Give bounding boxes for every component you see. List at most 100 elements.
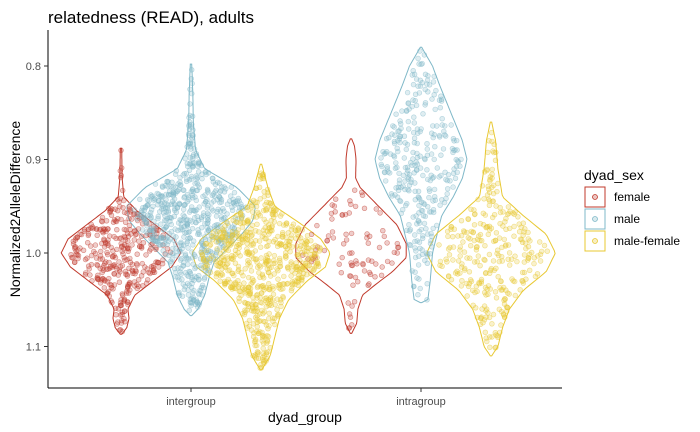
point-male-female-intergroup xyxy=(204,247,210,254)
point-male-female-intergroup xyxy=(308,238,314,244)
point-female-intergroup xyxy=(78,231,85,238)
point-male-female-intergroup xyxy=(261,216,267,223)
point-male-intragroup xyxy=(417,48,423,54)
point-male-female-intergroup xyxy=(201,264,207,270)
point-female-intergroup xyxy=(145,277,151,283)
point-male-intragroup xyxy=(403,146,409,153)
point-male-female-intergroup xyxy=(307,257,313,263)
point-male-intragroup xyxy=(421,52,428,58)
point-male-female-intergroup xyxy=(259,233,265,239)
point-male-female-intragroup xyxy=(501,314,508,321)
point-male-female-intragroup xyxy=(490,214,496,221)
point-male-female-intergroup xyxy=(234,212,240,219)
point-male-female-intergroup xyxy=(256,238,263,244)
point-male-intragroup xyxy=(426,209,433,215)
point-male-female-intragroup xyxy=(475,253,481,259)
point-female-intragroup xyxy=(349,250,355,256)
point-male-intragroup xyxy=(424,260,430,266)
point-male-female-intragroup xyxy=(458,218,465,224)
point-male-intergroup xyxy=(145,197,151,203)
point-male-intergroup xyxy=(178,217,184,224)
point-male-intergroup xyxy=(186,209,193,215)
point-male-intergroup xyxy=(182,155,188,162)
point-male-intragroup xyxy=(391,124,397,130)
point-male-intragroup xyxy=(425,73,431,79)
point-male-female-intragroup xyxy=(531,260,537,267)
point-female-intergroup xyxy=(133,268,139,275)
point-male-intergroup xyxy=(171,196,178,202)
y-tick-label: 0.9 xyxy=(26,155,41,167)
point-male-female-intergroup xyxy=(262,319,268,325)
point-male-female-intergroup xyxy=(257,176,264,182)
point-male-female-intragroup xyxy=(485,149,491,156)
point-male-female-intergroup xyxy=(266,281,272,287)
point-male-female-intergroup xyxy=(257,329,263,335)
point-female-intergroup xyxy=(101,277,108,283)
point-female-intergroup xyxy=(103,259,109,265)
point-male-intergroup xyxy=(184,176,190,182)
point-male-intragroup xyxy=(387,151,394,157)
point-male-female-intergroup xyxy=(264,355,270,362)
point-male-female-intragroup xyxy=(471,207,477,213)
point-male-female-intergroup xyxy=(230,256,236,262)
point-male-intergroup xyxy=(145,230,151,237)
point-female-intragroup xyxy=(372,274,378,280)
point-male-female-intragroup xyxy=(520,232,526,238)
point-male-intragroup xyxy=(431,73,437,80)
point-male-female-intergroup xyxy=(265,300,271,306)
point-male-female-intergroup xyxy=(259,335,266,341)
y-ticks: 0.8 0.9 1.0 1.1 xyxy=(26,61,48,354)
point-male-female-intergroup xyxy=(243,250,250,256)
point-female-intergroup xyxy=(125,233,132,240)
point-male-intergroup xyxy=(196,204,203,210)
point-female-intragroup xyxy=(329,216,335,222)
point-female-intragroup xyxy=(364,231,370,237)
point-male-female-intergroup xyxy=(284,264,291,270)
point-male-female-intergroup xyxy=(272,321,278,328)
point-male-intragroup xyxy=(415,83,421,89)
point-male-female-intragroup xyxy=(457,270,463,276)
point-male-intergroup xyxy=(152,196,158,202)
point-female-intergroup xyxy=(104,249,110,256)
point-male-intragroup xyxy=(452,175,459,182)
point-male-female-intergroup xyxy=(270,291,277,297)
point-female-intergroup xyxy=(129,242,135,248)
point-male-female-intergroup xyxy=(245,284,251,291)
point-female-intergroup xyxy=(127,259,134,265)
point-male-female-intergroup xyxy=(253,185,259,192)
point-male-female-intragroup xyxy=(485,183,491,190)
point-male-female-intragroup xyxy=(483,314,489,320)
point-male-female-intragroup xyxy=(517,287,523,293)
point-male-intergroup xyxy=(178,182,184,188)
point-male-intergroup xyxy=(166,252,172,259)
point-female-intergroup xyxy=(110,219,117,225)
point-female-intergroup xyxy=(114,321,120,327)
x-axis-title: dyad_group xyxy=(268,409,342,425)
point-male-intragroup xyxy=(387,170,393,176)
point-male-intergroup xyxy=(190,156,196,162)
point-female-intergroup xyxy=(150,264,156,271)
point-male-female-intragroup xyxy=(464,229,470,236)
point-male-intergroup xyxy=(172,206,178,212)
point-male-female-intragroup xyxy=(493,149,499,156)
point-male-female-intragroup xyxy=(481,196,487,202)
point-male-intergroup xyxy=(170,245,176,252)
point-male-intragroup xyxy=(428,172,434,179)
point-male-female-intergroup xyxy=(261,309,267,315)
point-female-intragroup xyxy=(352,203,359,210)
point-male-female-intergroup xyxy=(267,228,273,235)
point-female-intergroup xyxy=(129,261,136,267)
point-male-female-intergroup xyxy=(250,242,256,248)
point-male-intragroup xyxy=(413,213,419,219)
point-male-female-intergroup xyxy=(260,340,267,347)
point-male-intergroup xyxy=(196,230,202,236)
point-male-female-intragroup xyxy=(504,211,511,218)
point-male-female-intergroup xyxy=(283,234,289,241)
point-male-intergroup xyxy=(176,277,182,283)
point-male-female-intergroup xyxy=(257,196,263,202)
point-male-intragroup xyxy=(429,96,435,102)
point-male-female-intragroup xyxy=(460,239,466,245)
point-female-intragroup xyxy=(343,237,350,243)
point-male-intergroup xyxy=(195,182,201,188)
point-male-intragroup xyxy=(434,165,440,171)
